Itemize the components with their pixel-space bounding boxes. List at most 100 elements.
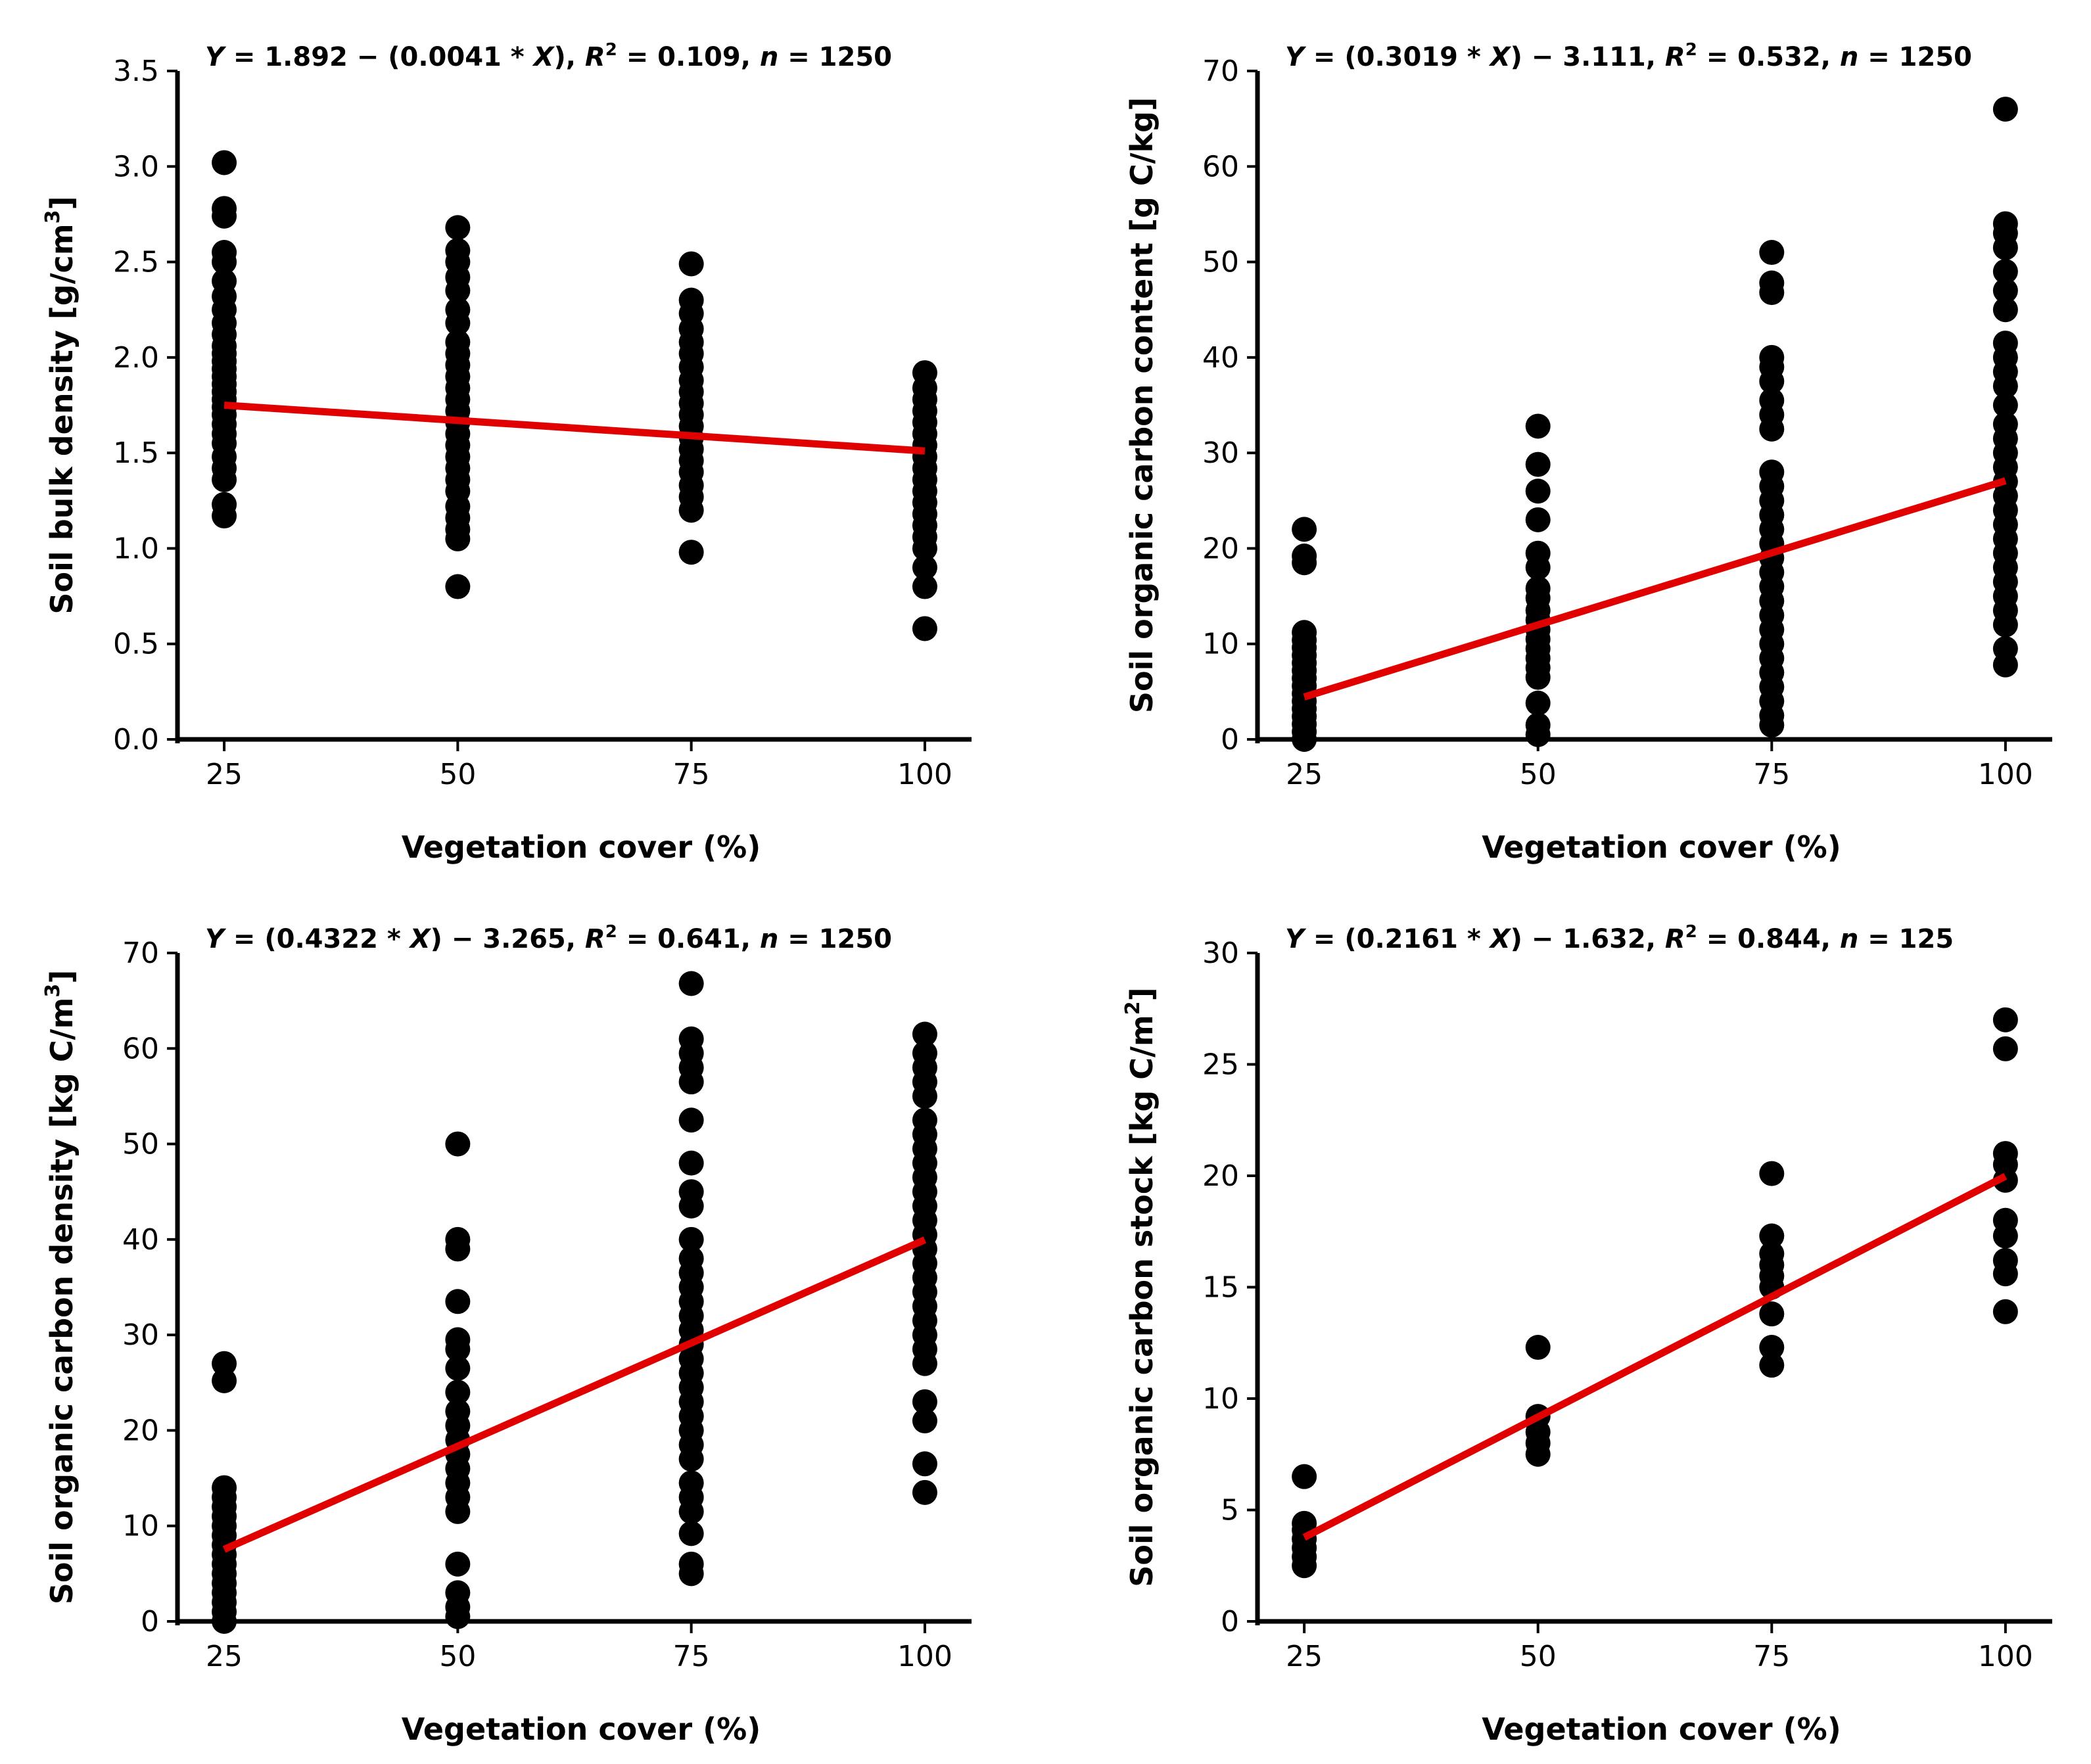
data-point [1992, 411, 2018, 437]
y-tick-label: 0 [1221, 1605, 1239, 1638]
equation-part: R [585, 42, 605, 72]
y-axis-label-end: ] [44, 970, 80, 984]
equation-part: ) − 3.265, [431, 924, 585, 954]
data-point [445, 1131, 471, 1157]
y-tick-label: 50 [122, 1128, 159, 1161]
data-point [1525, 413, 1551, 439]
equation-part: = (0.2161 * [1304, 924, 1490, 954]
y-tick-label: 15 [1202, 1271, 1239, 1305]
x-tick-label: 25 [1286, 1640, 1323, 1673]
data-point [678, 287, 704, 313]
data-point [445, 238, 471, 264]
y-tick-label: 1.5 [113, 436, 159, 470]
data-point [1992, 278, 2018, 304]
data-point [1525, 478, 1551, 504]
data-point [1759, 270, 1785, 296]
chart-panel-1: 0.0 0.5 1.0 1.5 2.0 2.5 3.0 3.5 25 50 75 100 Vegetat… [41, 40, 972, 865]
data-point [212, 150, 237, 175]
y-tick-label: 30 [122, 1318, 159, 1352]
data-point [1525, 452, 1551, 477]
equation-part: 2 [605, 922, 617, 942]
data-point [1992, 636, 2018, 661]
y-axis-label: Soil organic carbon density [kg C/m3] [41, 970, 80, 1605]
data-point [212, 1475, 237, 1500]
equation-part: X [532, 42, 555, 72]
y-tick-label: 70 [122, 937, 159, 970]
y-axis-label-superscript: 3 [41, 210, 64, 223]
equation-part: = 125 [1858, 924, 1954, 954]
y-axis-label-superscript: 3 [41, 984, 64, 998]
equation-part: X [1488, 924, 1512, 954]
data-point [212, 196, 237, 221]
data-point [1759, 240, 1785, 266]
y-axis-label-superscript: 2 [1121, 1001, 1144, 1015]
x-tick-label: 50 [1520, 758, 1557, 791]
regression-line [1303, 477, 2007, 701]
y-tick-label: 0.0 [113, 723, 159, 756]
data-point [1992, 1299, 2018, 1324]
equation-part: ) − 1.632, [1511, 924, 1665, 954]
equation-part: R [1665, 924, 1685, 954]
data-point [1992, 259, 2018, 285]
y-tick-label: 60 [122, 1032, 159, 1065]
equation-part: = 0.532, [1697, 42, 1840, 72]
y-tick-label: 40 [122, 1223, 159, 1257]
data-point [912, 1040, 937, 1066]
equation-part: Y [1285, 924, 1307, 954]
data-point [1992, 1141, 2018, 1167]
data-point [1992, 392, 2018, 418]
equation-part: n [1840, 42, 1858, 72]
y-tick-label: 2.5 [113, 246, 159, 279]
x-tick-label: 75 [673, 758, 710, 791]
regression-equation: Y = (0.4322 * X) − 3.265, R2 = 0.641, n … [205, 922, 892, 954]
x-tick-label: 100 [1978, 758, 2033, 791]
data-point [912, 1389, 937, 1414]
y-tick-label: 10 [122, 1510, 159, 1543]
data-point [1759, 344, 1785, 370]
equation-part: n [760, 924, 778, 954]
x-tick-label: 75 [673, 1640, 710, 1673]
y-axis-label: Soil organic carbon stock [kg C/m2] [1121, 987, 1160, 1587]
data-point [445, 1580, 471, 1606]
equation-part: R [585, 924, 605, 954]
data-point [1759, 1241, 1785, 1266]
y-axis-label-text: Soil organic carbon stock [kg C/m [1124, 1015, 1160, 1587]
data-point [678, 1107, 704, 1133]
y-axis-label-end: ] [1124, 987, 1160, 1001]
equation-part: = 0.109, [617, 42, 760, 72]
data-point [1992, 97, 2018, 122]
y-axis-label-text: Soil organic carbon density [kg C/m [44, 998, 80, 1605]
data-point [1759, 1301, 1785, 1327]
data-point [912, 1451, 937, 1477]
chart-panel-2: 0 10 20 30 40 50 60 70 25 50 75 100 Vegetation cover… [1124, 40, 2052, 865]
data-point [445, 1355, 471, 1381]
data-point [1759, 388, 1785, 413]
data-point [1992, 1007, 2018, 1033]
equation-part: ) − 3.111, [1511, 42, 1665, 72]
y-tick-label: 3.5 [113, 55, 159, 88]
x-tick-label: 25 [1286, 758, 1323, 791]
data-point [445, 1399, 471, 1424]
y-tick-label: 25 [1202, 1048, 1239, 1082]
data-point [678, 971, 704, 996]
y-axis-label-end: ] [44, 196, 80, 210]
y-tick-label: 5 [1221, 1494, 1239, 1527]
data-point [1759, 459, 1785, 485]
equation-part: R [1665, 42, 1685, 72]
data-point [1992, 1207, 2018, 1233]
data-point [912, 555, 937, 580]
equation-part: = (0.4322 * [224, 924, 410, 954]
data-point [678, 540, 704, 565]
data-point [445, 1327, 471, 1353]
regression-line [222, 1236, 927, 1553]
chart-panel-3: 0 10 20 30 40 50 60 70 25 50 75 100 Vegetation cover… [41, 922, 972, 1747]
data-point [1759, 1161, 1785, 1186]
data-point [1759, 1353, 1785, 1378]
x-axis-label: Vegetation cover (%) [402, 1711, 761, 1747]
y-tick-label: 3.0 [113, 150, 159, 183]
equation-part: 2 [605, 40, 617, 60]
y-tick-label: 2.0 [113, 341, 159, 375]
chart-panel-4: 0 5 10 15 20 25 30 25 50 75 100 Vegetation cover (%… [1121, 922, 2052, 1747]
equation-part: 2 [1685, 922, 1697, 942]
data-point [445, 215, 471, 241]
